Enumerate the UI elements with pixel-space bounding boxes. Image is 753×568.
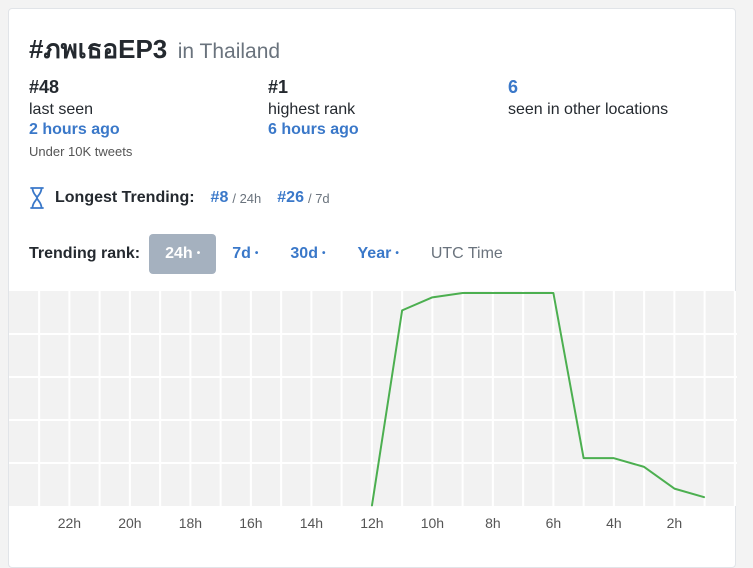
- longest-24h-period: / 24h: [232, 190, 262, 206]
- trending-rank-label: Trending rank:: [29, 245, 141, 262]
- hashtag-title: #ภพเธอEP3: [29, 34, 168, 64]
- longest-7d-period: / 7d: [307, 190, 330, 206]
- rank-data-point: [704, 496, 706, 498]
- tab-24h-label: 24h: [165, 245, 193, 263]
- chart-plot-area: [9, 291, 737, 506]
- x-tick-label: 10h: [421, 515, 444, 531]
- tab-dot: •: [395, 248, 399, 259]
- longest-24h-rank-link[interactable]: #8: [210, 189, 229, 206]
- x-tick-label: 6h: [546, 515, 562, 531]
- longest-trending: Longest Trending: #8 / 24h #26 / 7d: [29, 187, 346, 209]
- tab-dot: •: [321, 248, 326, 259]
- location-label: in Thailand: [177, 40, 281, 63]
- rank-data-point: [522, 292, 524, 294]
- utc-time-toggle[interactable]: UTC Time: [430, 245, 503, 262]
- stat-other-locations[interactable]: 6 seen in other locations: [508, 77, 668, 121]
- x-tick-label: 4h: [606, 515, 622, 531]
- trend-card: #ภพเธอEP3 in Thailand #48 last seen 2 ho…: [8, 8, 737, 568]
- x-tick-label: 2h: [667, 515, 683, 531]
- x-tick-label: 12h: [360, 515, 383, 531]
- longest-7d-rank-link[interactable]: #26: [277, 189, 304, 206]
- tab-30d-label: 30d: [290, 245, 318, 263]
- tab-dot: •: [254, 248, 259, 259]
- tweet-count-note: Under 10K tweets: [29, 144, 133, 159]
- tab-year-label: Year: [357, 245, 392, 263]
- other-locations-count[interactable]: 6: [508, 77, 519, 97]
- tab-7d[interactable]: 7d •: [216, 234, 274, 274]
- tab-year[interactable]: Year •: [342, 234, 415, 274]
- rank-data-point: [371, 505, 373, 507]
- rank-data-point: [401, 309, 403, 311]
- page-title: #ภพเธอEP3 in Thailand: [29, 29, 280, 70]
- rank-data-point: [613, 457, 615, 459]
- last-seen-time-link[interactable]: 2 hours ago: [29, 121, 120, 138]
- rank-data-point: [583, 457, 585, 459]
- rank-data-point: [643, 466, 645, 468]
- x-tick-label: 20h: [118, 515, 141, 531]
- rank-data-point: [552, 292, 554, 294]
- x-tick-label: 8h: [485, 515, 501, 531]
- rank-data-point: [673, 488, 675, 490]
- trending-rank-tabs: Trending rank: 24h • 7d • 30d • Year • UTC T…: [29, 234, 503, 274]
- x-tick-label: 18h: [179, 515, 202, 531]
- rank-series-line: [370, 292, 705, 507]
- x-tick-label: 22h: [58, 515, 81, 531]
- tab-7d-label: 7d: [232, 245, 251, 263]
- longest-trending-label: Longest Trending:: [55, 189, 195, 206]
- other-locations-label: seen in other locations: [508, 101, 669, 118]
- rank-data-point: [431, 296, 433, 298]
- rank-data-point: [492, 292, 494, 294]
- highest-rank-value: #1: [268, 77, 289, 97]
- last-seen-label: last seen: [29, 101, 94, 118]
- stat-last-seen: #48 last seen 2 hours ago Under 10K twee…: [29, 77, 132, 159]
- trending-rank-chart[interactable]: 22h 20h 18h 16h 14h 12h 10h 8h 6h 4h 2h: [9, 291, 737, 553]
- stat-highest-rank: #1 highest rank 6 hours ago: [268, 77, 359, 143]
- rank-data-point: [462, 292, 464, 294]
- tab-24h[interactable]: 24h •: [149, 234, 217, 274]
- highest-rank-time-link[interactable]: 6 hours ago: [268, 121, 359, 138]
- highest-rank-label: highest rank: [268, 101, 356, 118]
- hourglass-icon: [30, 187, 44, 209]
- x-tick-label: 16h: [239, 515, 262, 531]
- tab-30d[interactable]: 30d •: [274, 234, 341, 274]
- last-seen-rank: #48: [29, 77, 60, 97]
- tab-dot: •: [196, 248, 201, 259]
- x-tick-label: 14h: [300, 515, 323, 531]
